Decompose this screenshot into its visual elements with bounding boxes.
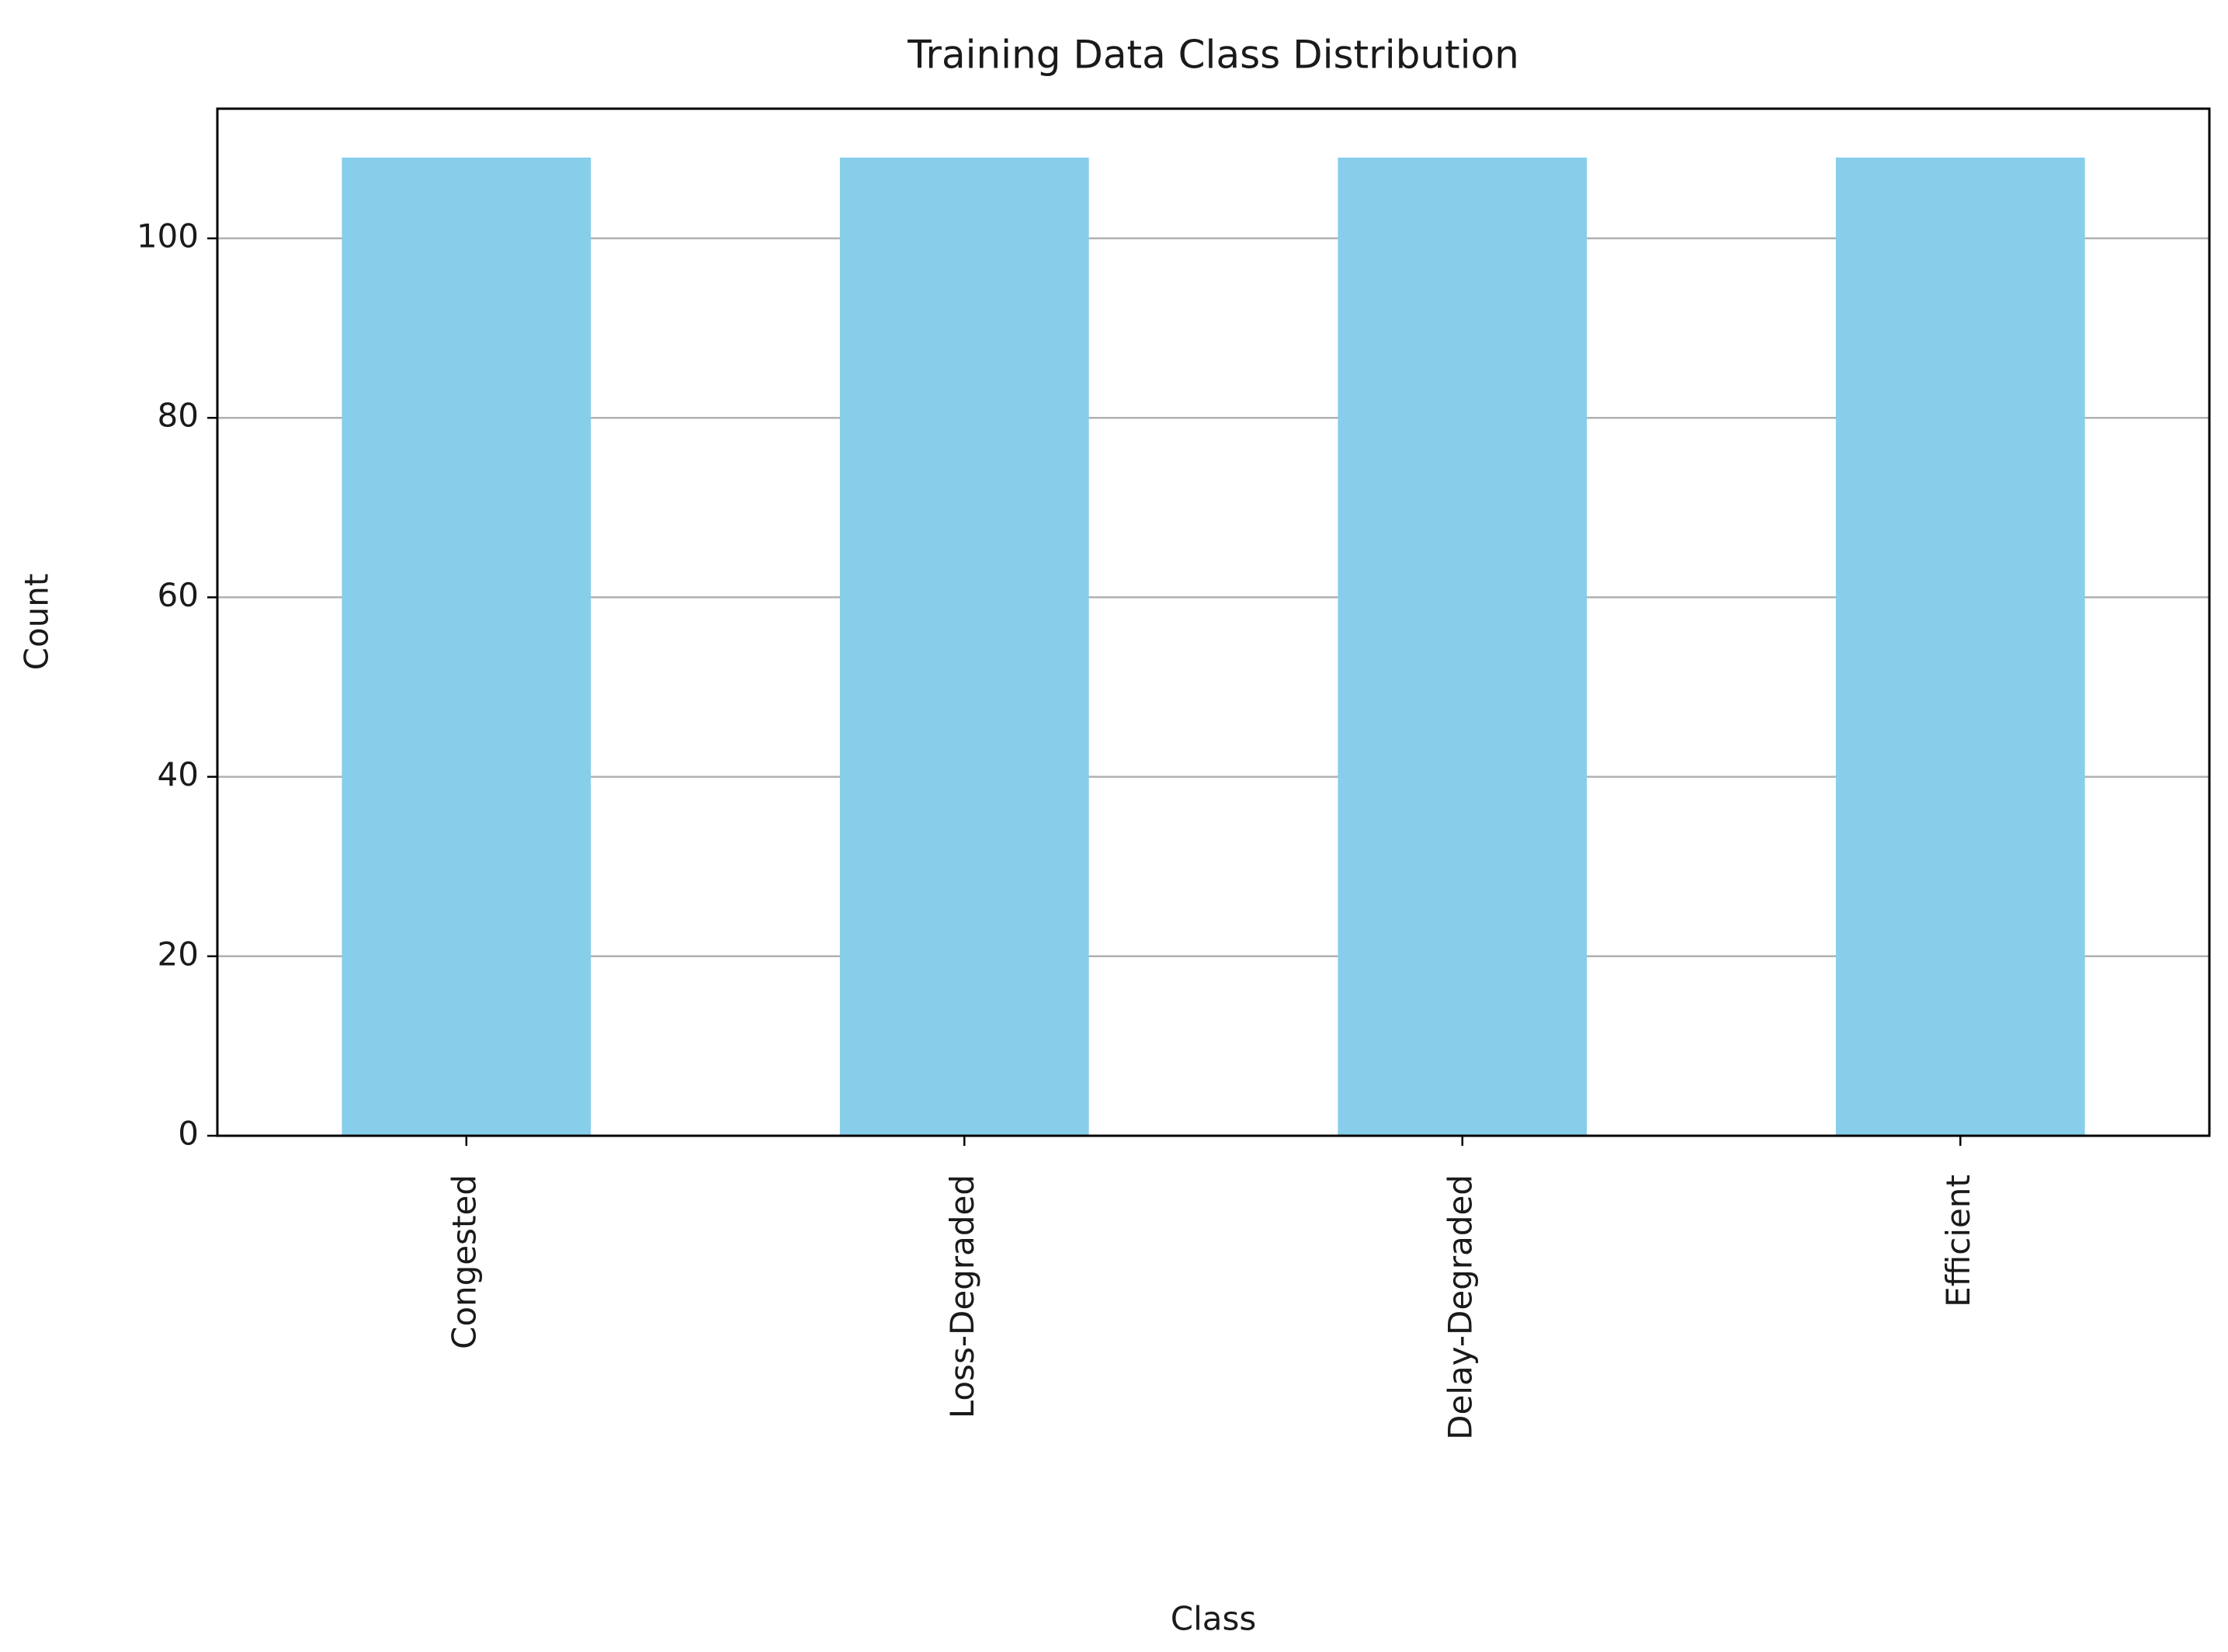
- x-tick-label: Delay-Degraded: [1441, 1175, 1479, 1440]
- y-tick-label: 80: [158, 397, 199, 435]
- y-tick-label: 60: [158, 576, 199, 614]
- bar: [1835, 158, 2085, 1136]
- y-tick-label: 40: [158, 755, 199, 793]
- y-axis-label: Count: [18, 574, 56, 671]
- y-tick-label: 0: [178, 1115, 199, 1153]
- bar: [839, 158, 1089, 1136]
- y-tick-label: 20: [158, 935, 199, 973]
- x-tick-label: Efficient: [1939, 1175, 1977, 1307]
- chart-title: Training Data Class Distribution: [907, 33, 1519, 78]
- x-tick-label: Loss-Degraded: [943, 1175, 981, 1418]
- bar: [1338, 158, 1588, 1136]
- x-axis-label: Class: [1171, 1600, 1257, 1638]
- axes-frame: [216, 107, 2211, 1137]
- bar: [342, 158, 592, 1136]
- x-tick-label: Congested: [445, 1175, 483, 1349]
- y-tick-label: 100: [137, 217, 199, 255]
